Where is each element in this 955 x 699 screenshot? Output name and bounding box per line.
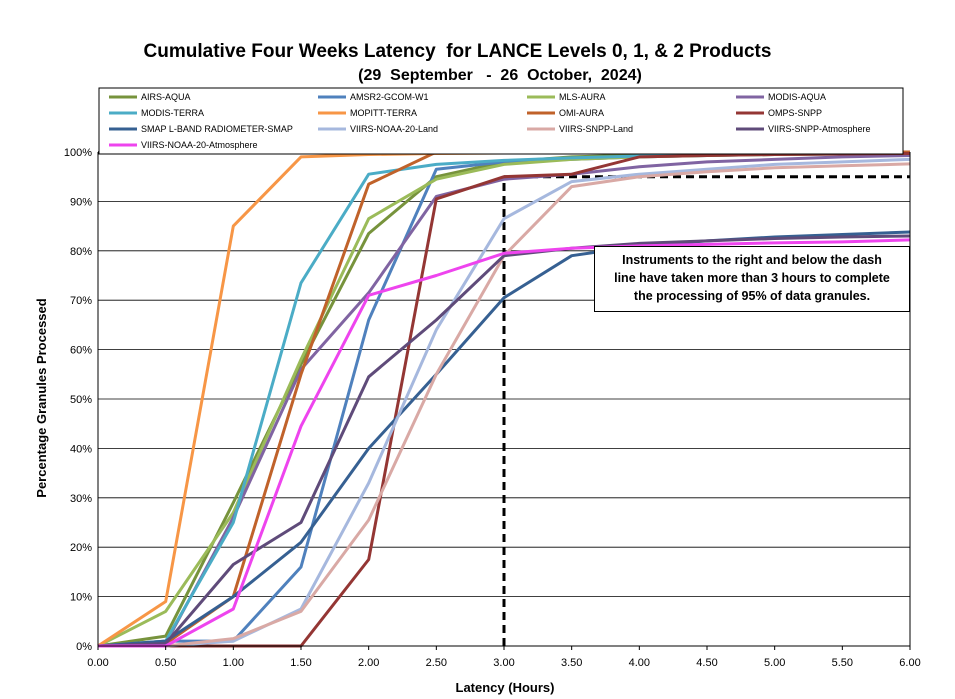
annotation-line-2: line have taken more than 3 hours to com…	[614, 271, 890, 285]
x-tick-label: 5.00	[764, 657, 785, 669]
legend-label: VIIRS-SNPP-Land	[559, 124, 633, 134]
x-tick-label: 4.00	[629, 657, 650, 669]
legend-box	[98, 87, 904, 155]
y-tick-label: 0%	[76, 641, 92, 653]
y-tick-label: 90%	[70, 196, 92, 208]
y-tick-label: 40%	[70, 443, 92, 455]
legend-label: OMPS-SNPP	[768, 108, 822, 118]
y-tick-label: 30%	[70, 493, 92, 505]
chart-title: Cumulative Four Weeks Latency for LANCE …	[143, 41, 772, 62]
y-tick-label: 50%	[70, 394, 92, 406]
y-tick-label: 100%	[64, 147, 92, 159]
legend-label: OMI-AURA	[559, 108, 604, 118]
x-axis-title: Latency (Hours)	[456, 680, 555, 695]
legend-label: VIIRS-SNPP-Atmosphere	[768, 124, 871, 134]
legend-label: MODIS-TERRA	[141, 108, 204, 118]
series-line-viirs-snpp-atmosphere	[97, 234, 911, 648]
x-tick-label: 0.00	[87, 657, 108, 669]
x-tick-label: 1.00	[223, 657, 244, 669]
legend-label: AIRS-AQUA	[141, 92, 191, 102]
legend-label: VIIRS-NOAA-20-Atmosphere	[141, 140, 258, 150]
tick-labels: 0% 10% 20% 30% 40% 50% 60% 70% 80% 90% 100% 0.00 0.5…	[64, 147, 921, 669]
series-line-viirs-noaa-20-atmosphere	[98, 238, 911, 648]
legend-label: MODIS-AQUA	[768, 92, 826, 102]
x-tick-label: 6.00	[899, 657, 920, 669]
chart-subtitle: (29 September - 26 October, 2024)	[358, 67, 642, 84]
x-tick-label: 0.50	[155, 657, 176, 669]
y-axis-title: Percentage Granules Processed	[34, 298, 49, 497]
y-tick-label: 20%	[70, 542, 92, 554]
x-tick-label: 3.50	[561, 657, 582, 669]
annotation-box: Instruments to the right and below the d…	[594, 246, 910, 312]
legend-label: SMAP L-BAND RADIOMETER-SMAP	[141, 124, 293, 134]
x-tick-label: 5.50	[832, 657, 853, 669]
x-tick-label: 1.50	[290, 657, 311, 669]
legend: AIRS-AQUA AMSR2-GCOM-W1 MLS-AURA MODIS-AQUA…	[98, 87, 904, 155]
y-tick-label: 10%	[70, 592, 92, 604]
x-tick-label: 4.50	[696, 657, 717, 669]
y-tick-label: 60%	[70, 345, 92, 357]
annotation-line-1: Instruments to the right and below the d…	[622, 253, 882, 267]
x-tick-label: 2.50	[426, 657, 447, 669]
y-tick-label: 70%	[70, 295, 92, 307]
y-tick-label: 80%	[70, 246, 92, 258]
legend-label: VIIRS-NOAA-20-Land	[350, 124, 438, 134]
x-tick-label: 3.00	[493, 657, 514, 669]
legend-label: MOPITT-TERRA	[350, 108, 417, 118]
x-tick-label: 2.00	[358, 657, 379, 669]
series-line-viirs-noaa-20-land	[98, 157, 911, 648]
annotation-line-3: the processing of 95% of data granules.	[633, 289, 871, 303]
legend-label: MLS-AURA	[559, 92, 606, 102]
axes	[97, 152, 911, 650]
legend-label: AMSR2-GCOM-W1	[350, 92, 429, 102]
